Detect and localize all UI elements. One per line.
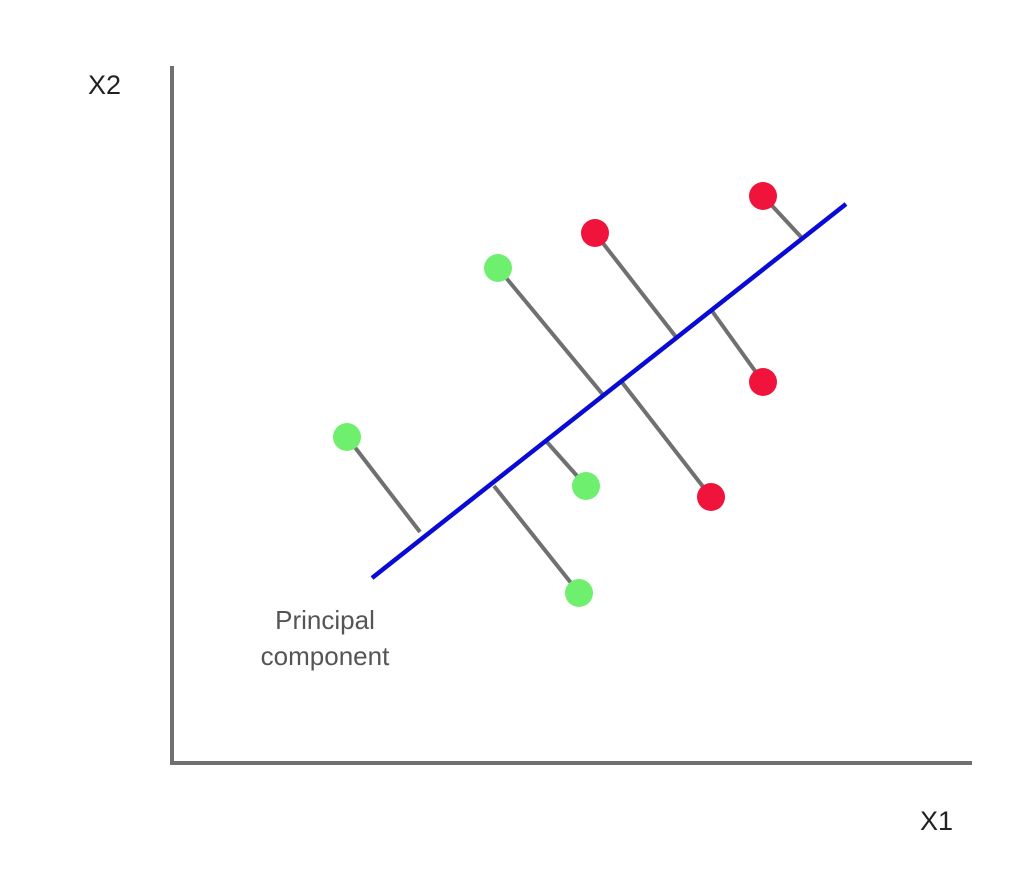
green-point — [333, 423, 361, 451]
green-point — [572, 472, 600, 500]
principal-component-label-line2: component — [260, 641, 390, 671]
green-point — [484, 254, 512, 282]
green-points — [333, 254, 600, 607]
projection-line — [593, 231, 678, 339]
projection-line — [496, 266, 606, 398]
projection-line — [619, 379, 713, 499]
red-point — [749, 182, 777, 210]
projection-lines — [345, 194, 804, 595]
projection-line — [492, 484, 581, 595]
y-axis-label: X2 — [88, 70, 122, 100]
red-point — [749, 368, 777, 396]
green-point — [565, 579, 593, 607]
red-point — [697, 483, 725, 511]
x-axis-label: X1 — [920, 806, 954, 836]
projection-line — [710, 309, 765, 384]
red-points — [581, 182, 777, 511]
projection-line — [345, 435, 422, 534]
red-point — [581, 219, 609, 247]
principal-component-label-line1: Principal — [275, 605, 375, 635]
principal-component-line — [370, 202, 848, 580]
